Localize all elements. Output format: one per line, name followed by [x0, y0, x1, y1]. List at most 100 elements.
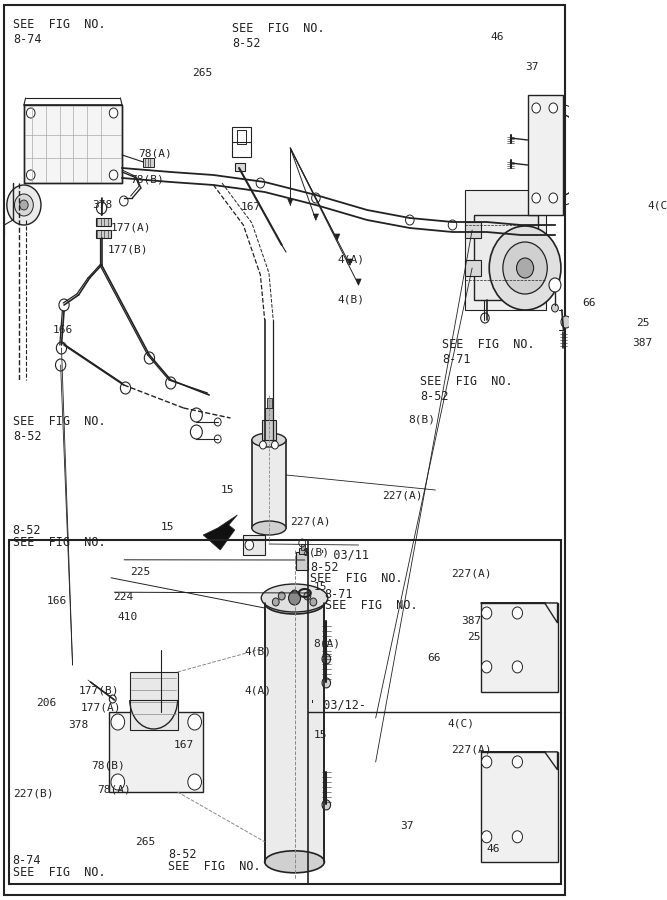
Circle shape [188, 774, 201, 790]
Text: 177(A): 177(A) [111, 222, 151, 232]
Text: SEE  FIG  NO.: SEE FIG NO. [325, 599, 418, 612]
Text: 227(A): 227(A) [382, 490, 423, 500]
Text: 8(B): 8(B) [302, 547, 329, 557]
Circle shape [19, 200, 28, 210]
Circle shape [256, 178, 265, 188]
Bar [466, 222, 481, 238]
Circle shape [56, 342, 67, 354]
Text: 8(B): 8(B) [408, 415, 435, 425]
Text: SEE  FIG  NO.: SEE FIG NO. [13, 536, 105, 548]
Circle shape [291, 590, 298, 598]
Text: 78(A): 78(A) [138, 148, 172, 158]
Text: 46: 46 [487, 844, 500, 854]
Text: 224: 224 [113, 592, 133, 602]
Text: 177(A): 177(A) [81, 702, 121, 712]
Text: 8(A): 8(A) [313, 638, 340, 648]
Circle shape [55, 359, 66, 371]
Bar [481, 752, 558, 862]
Text: 378: 378 [68, 720, 89, 730]
Bar [24, 105, 122, 183]
Ellipse shape [252, 521, 286, 535]
Text: 8-52: 8-52 [310, 561, 339, 573]
Text: 225: 225 [130, 567, 150, 577]
Text: 25: 25 [467, 632, 480, 642]
Circle shape [448, 220, 457, 230]
Circle shape [512, 661, 522, 673]
Text: 8-52: 8-52 [168, 848, 197, 860]
Text: 15: 15 [313, 730, 327, 740]
Text: SEE  FIG  NO.: SEE FIG NO. [310, 572, 403, 585]
Circle shape [322, 654, 331, 664]
Bar [528, 95, 564, 215]
Polygon shape [348, 259, 353, 265]
Circle shape [7, 185, 41, 225]
Bar [474, 215, 538, 300]
Bar [130, 672, 177, 730]
Text: 387: 387 [632, 338, 652, 348]
Circle shape [165, 377, 176, 389]
Bar [466, 190, 546, 310]
Text: 78(B): 78(B) [91, 760, 125, 770]
Text: SEE  FIG  NO.: SEE FIG NO. [442, 338, 535, 351]
Circle shape [311, 193, 320, 203]
Text: 8-52: 8-52 [13, 524, 41, 536]
Polygon shape [481, 752, 558, 770]
Circle shape [482, 756, 492, 768]
Text: 37: 37 [525, 62, 538, 72]
Circle shape [552, 304, 558, 312]
Text: 4(B): 4(B) [338, 295, 364, 305]
Bar [466, 260, 481, 276]
Ellipse shape [265, 592, 324, 614]
Text: 15: 15 [220, 485, 233, 495]
Circle shape [482, 831, 492, 842]
Text: 15: 15 [161, 522, 175, 532]
Circle shape [259, 441, 266, 449]
Circle shape [549, 278, 561, 292]
Text: -' 03/11: -' 03/11 [311, 548, 369, 561]
Text: 177(B): 177(B) [79, 686, 119, 696]
Text: 167: 167 [173, 740, 194, 750]
Circle shape [489, 226, 561, 310]
Text: 78(B): 78(B) [130, 175, 163, 185]
Text: SEE  FIG  NO.: SEE FIG NO. [232, 22, 325, 35]
Circle shape [532, 193, 540, 203]
Circle shape [532, 103, 540, 113]
Bar [267, 398, 271, 408]
Text: 15: 15 [313, 582, 327, 592]
Circle shape [214, 418, 221, 426]
Text: 166: 166 [47, 596, 67, 606]
Text: 4(C): 4(C) [647, 200, 667, 210]
Text: 4(B): 4(B) [245, 646, 272, 656]
Circle shape [144, 352, 155, 364]
Circle shape [503, 242, 548, 294]
Text: 4(A): 4(A) [245, 686, 272, 696]
Circle shape [322, 678, 331, 688]
Circle shape [245, 540, 253, 550]
Text: 8-71: 8-71 [442, 353, 471, 366]
Bar [95, 218, 111, 226]
Circle shape [561, 316, 571, 328]
Bar [237, 130, 246, 144]
Circle shape [214, 435, 221, 443]
Ellipse shape [252, 433, 286, 447]
Bar [481, 603, 558, 692]
Circle shape [549, 103, 558, 113]
Circle shape [111, 714, 125, 730]
Text: 66: 66 [582, 298, 596, 308]
Polygon shape [313, 214, 318, 220]
Text: 227(B): 227(B) [13, 788, 53, 798]
Bar [9, 540, 561, 884]
Text: SEE  FIG  NO.: SEE FIG NO. [420, 375, 513, 388]
Circle shape [481, 313, 489, 323]
Bar [109, 712, 203, 792]
Bar [143, 158, 153, 167]
Bar [299, 548, 305, 554]
Circle shape [310, 598, 317, 606]
Circle shape [188, 714, 201, 730]
Text: 8-74: 8-74 [13, 33, 41, 46]
Text: 206: 206 [36, 698, 56, 708]
Text: 8-71: 8-71 [325, 588, 353, 600]
Circle shape [109, 108, 118, 118]
Circle shape [278, 592, 285, 600]
Text: 8-52: 8-52 [13, 430, 41, 443]
